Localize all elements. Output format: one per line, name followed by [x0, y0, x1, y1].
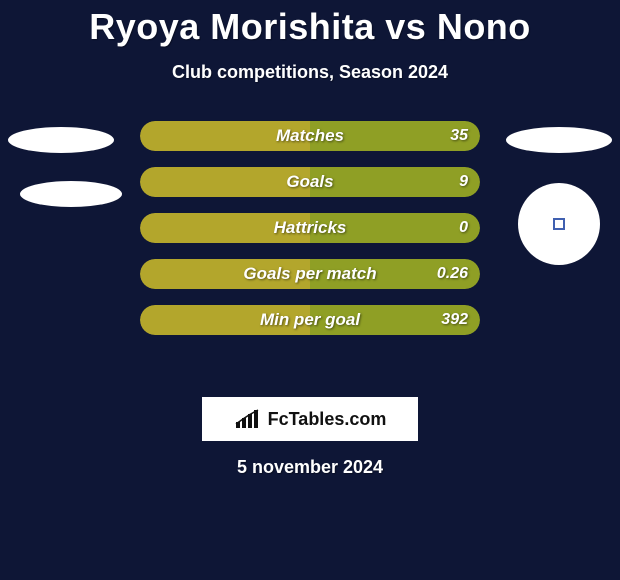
- comparison-arena: Matches 35 Goals 9 Hattricks 0 Goals per match…: [0, 121, 620, 371]
- player-placeholder: [506, 127, 612, 153]
- stat-label: Matches: [276, 126, 344, 146]
- bars-icon: [234, 408, 262, 430]
- page-subtitle: Club competitions, Season 2024: [0, 62, 620, 83]
- stat-bars: Matches 35 Goals 9 Hattricks 0 Goals per match…: [140, 121, 480, 351]
- stat-value: 0: [459, 219, 468, 237]
- stat-label: Min per goal: [260, 310, 360, 330]
- stat-row: Goals per match 0.26: [140, 259, 480, 289]
- brand-logo[interactable]: FcTables.com: [202, 397, 418, 441]
- player-avatar: [518, 183, 600, 265]
- stat-bar-right: [310, 167, 480, 197]
- brand-name: FcTables.com: [268, 409, 387, 430]
- stat-value: 35: [450, 127, 468, 145]
- stat-label: Goals per match: [243, 264, 376, 284]
- stat-value: 9: [459, 173, 468, 191]
- player-placeholder: [8, 127, 114, 153]
- stat-label: Hattricks: [274, 218, 347, 238]
- stat-value: 392: [441, 311, 468, 329]
- image-placeholder-icon: [549, 214, 569, 234]
- stat-row: Goals 9: [140, 167, 480, 197]
- page-root: Ryoya Morishita vs Nono Club competition…: [0, 0, 620, 580]
- stat-value: 0.26: [437, 265, 468, 283]
- stat-bar-left: [140, 167, 310, 197]
- stat-row: Hattricks 0: [140, 213, 480, 243]
- date-caption: 5 november 2024: [0, 457, 620, 478]
- stat-row: Min per goal 392: [140, 305, 480, 335]
- page-title: Ryoya Morishita vs Nono: [0, 0, 620, 48]
- player-placeholder: [20, 181, 122, 207]
- stat-row: Matches 35: [140, 121, 480, 151]
- stat-label: Goals: [286, 172, 333, 192]
